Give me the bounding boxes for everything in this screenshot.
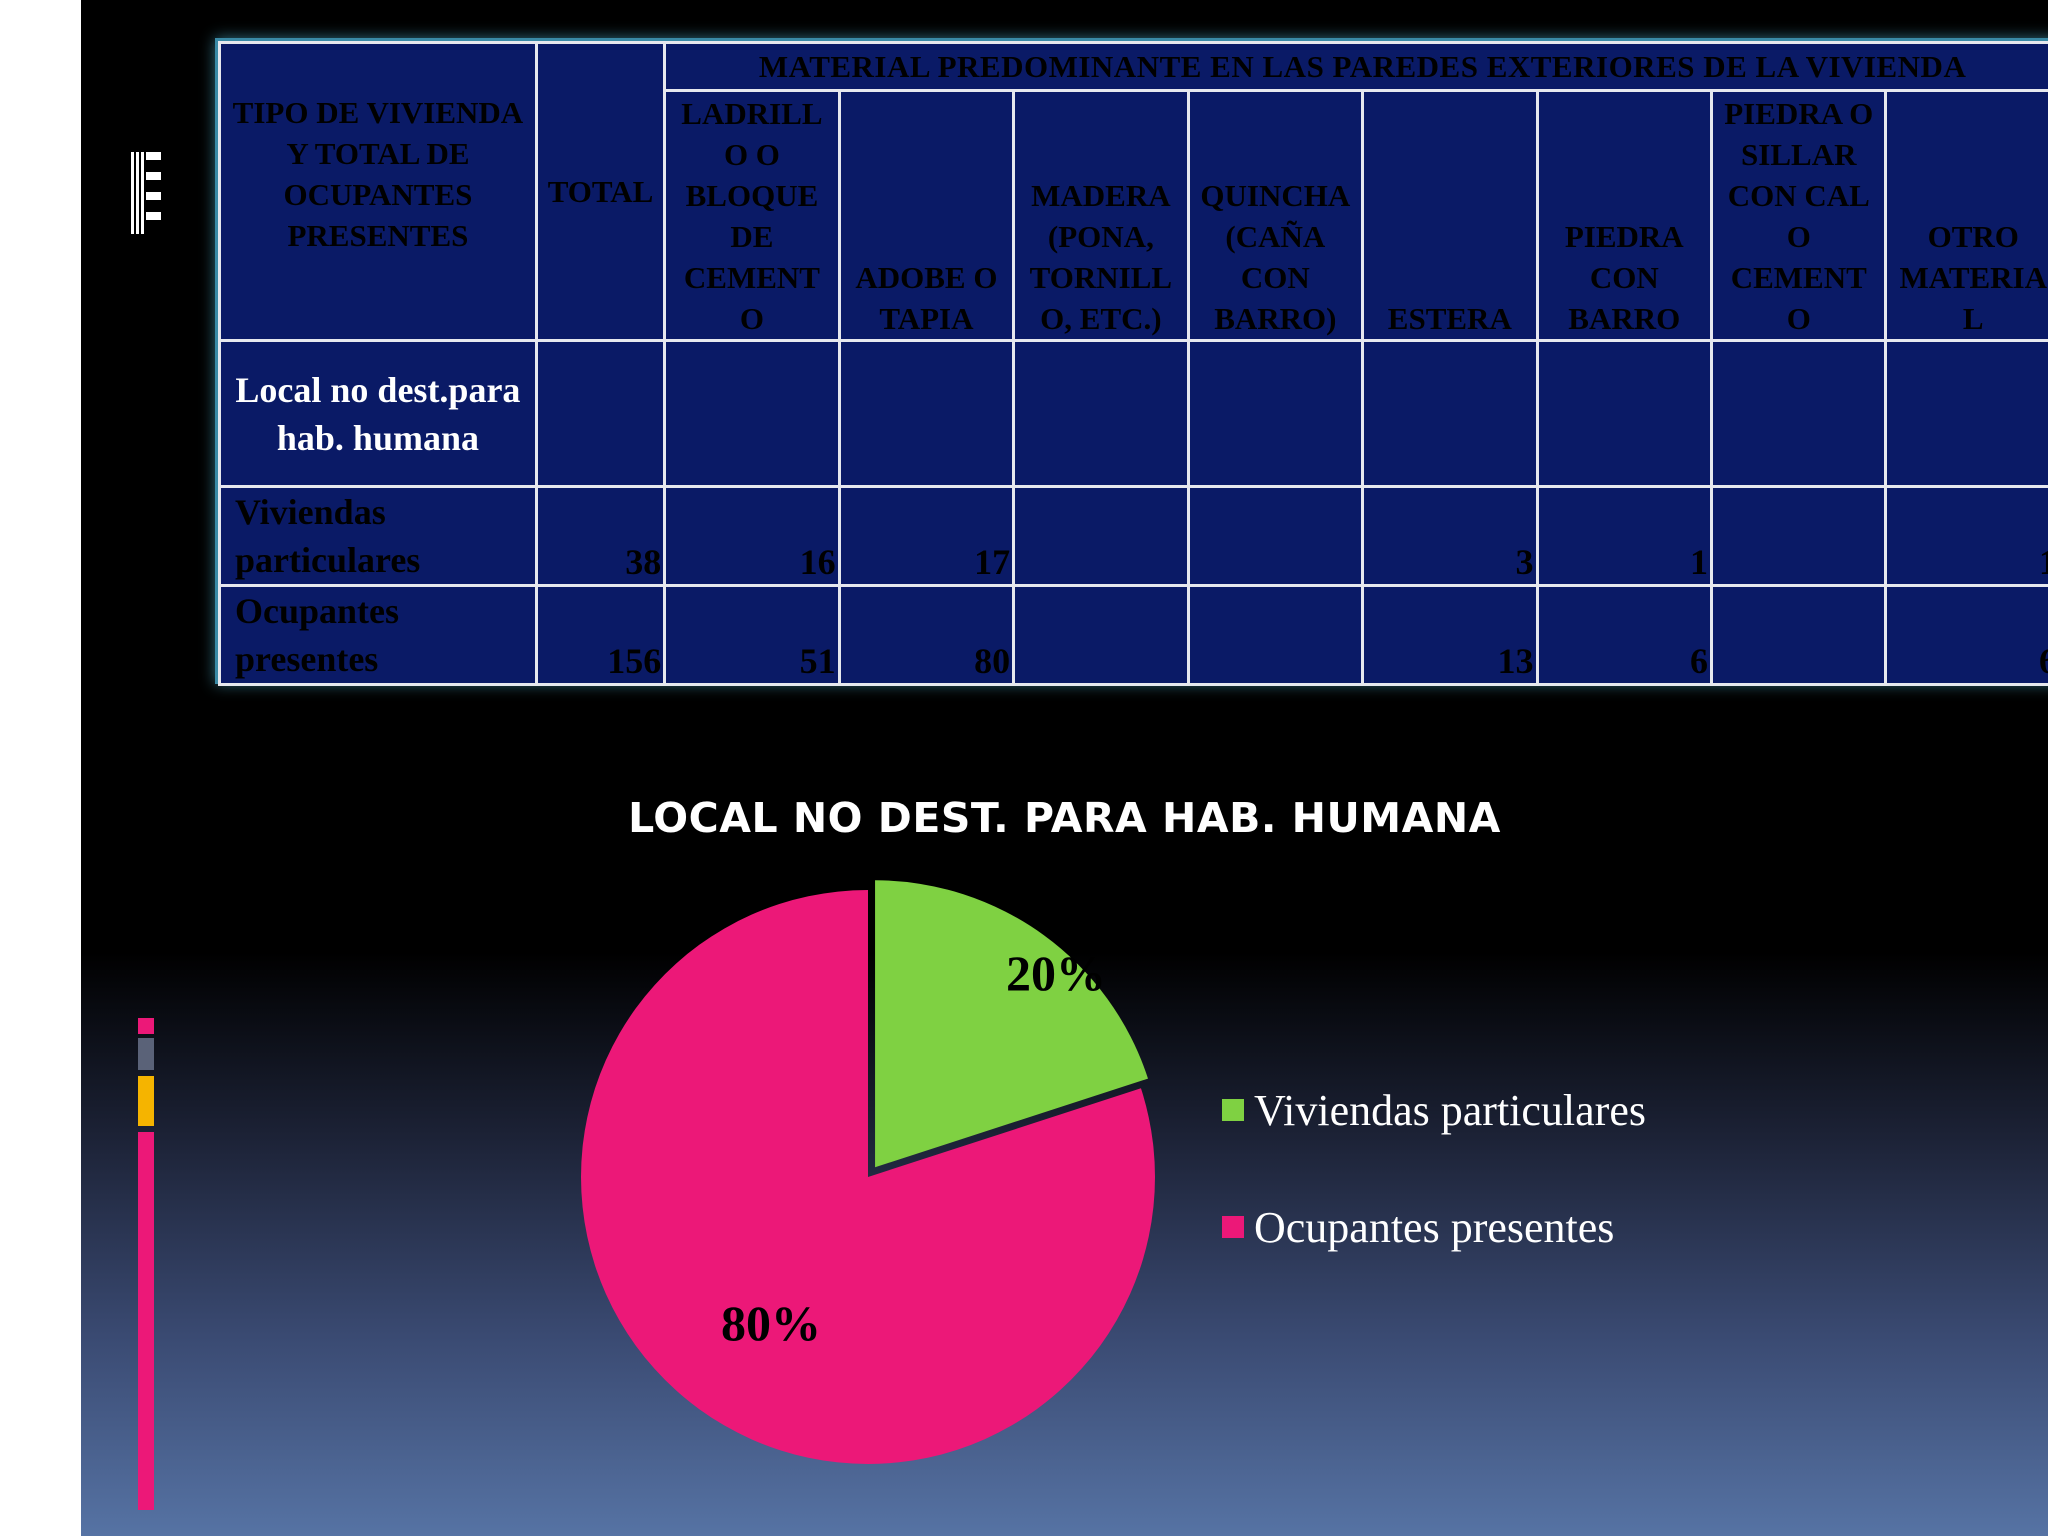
legend-item-ocupantes: Ocupantes presentes [1222,1202,1646,1252]
pie-label-ocupantes: 80% [721,1295,821,1351]
chart-legend: Viviendas particulares Ocupantes present… [1222,1085,1646,1319]
header-col-piedra-sillar: PIEDRA O SILLAR CON CAL O CEMENT O [1710,89,1888,342]
section-label: Local no dest.para hab. humana [218,339,538,488]
data-table: TIPO DE VIVIENDA Y TOTAL DE OCUPANTES PR… [218,41,2048,686]
legend-label-ocupantes: Ocupantes presentes [1254,1202,1615,1252]
deco-bar-yellow [138,1076,154,1126]
table-cell [1884,339,2048,488]
cell-viviendas-estera: 3 [1361,485,1539,587]
cell-viviendas-adobe: 17 [837,485,1016,587]
pie-slice-viviendas [875,880,1149,1168]
cell-viviendas-piedra-sillar [1710,485,1888,587]
table-row: Viviendas particulares 38 16 17 3 1 1 [218,485,2048,587]
table-cell [663,339,841,488]
row-label-viviendas: Viviendas particulares [218,485,538,587]
cell-viviendas-total: 38 [534,485,667,587]
pie-chart: 20% 80% [581,880,1155,1464]
header-tipo-vivienda: TIPO DE VIVIENDA Y TOTAL DE OCUPANTES PR… [218,41,538,342]
cell-ocupantes-quincha [1186,584,1365,686]
header-col-estera: ESTERA [1361,89,1539,342]
legend-swatch-ocupantes [1222,1216,1244,1238]
header-col-otro: OTRO MATERIA L [1884,89,2048,342]
header-material: MATERIAL PREDOMINANTE EN LAS PAREDES EXT… [663,41,2048,92]
table-row-section: Local no dest.para hab. humana [218,339,2048,488]
table-cell [1710,339,1888,488]
deco-bar-pink-long [138,1132,154,1510]
cell-viviendas-otro: 1 [1884,485,2048,587]
pie-label-viviendas: 20% [1006,945,1106,1001]
table-cell [837,339,1016,488]
cell-viviendas-madera [1012,485,1190,587]
cell-ocupantes-otro: 6 [1884,584,2048,686]
header-total: TOTAL [534,41,667,342]
header-col-piedra-barro: PIEDRA CON BARRO [1535,89,1714,342]
cell-ocupantes-adobe: 80 [837,584,1016,686]
cell-ocupantes-total: 156 [534,584,667,686]
deco-bar-gray [138,1038,154,1070]
data-table-container: TIPO DE VIVIENDA Y TOTAL DE OCUPANTES PR… [215,38,2048,686]
cell-ocupantes-piedra-barro: 6 [1535,584,1714,686]
cell-ocupantes-piedra-sillar [1710,584,1888,686]
legend-label-viviendas: Viviendas particulares [1254,1085,1646,1135]
chart-title: LOCAL NO DEST. PARA HAB. HUMANA [628,794,1501,842]
cell-ocupantes-estera: 13 [1361,584,1539,686]
legend-item-viviendas: Viviendas particulares [1222,1085,1646,1135]
table-row: Ocupantes presentes 156 51 80 13 6 6 [218,584,2048,686]
slide: TIPO DE VIVIENDA Y TOTAL DE OCUPANTES PR… [81,0,2048,1536]
header-col-quincha: QUINCHA (CAÑA CON BARRO) [1186,89,1365,342]
table-cell [1361,339,1539,488]
table-cell [534,339,667,488]
cell-ocupantes-madera [1012,584,1190,686]
header-col-adobe: ADOBE O TAPIA [837,89,1016,342]
cell-ocupantes-ladrillo: 51 [663,584,841,686]
table-cell [1535,339,1714,488]
pie-slice-ocupantes [581,890,1155,1464]
cell-viviendas-quincha [1186,485,1365,587]
deco-bar-pink-top [138,1018,154,1034]
row-label-ocupantes: Ocupantes presentes [218,584,538,686]
table-cell [1012,339,1190,488]
cell-viviendas-ladrillo: 16 [663,485,841,587]
legend-swatch-viviendas [1222,1099,1244,1121]
cell-viviendas-piedra-barro: 1 [1535,485,1714,587]
slide-deco-icon [129,150,163,236]
header-col-madera: MADERA (PONA, TORNILL O, ETC.) [1012,89,1190,342]
header-col-ladrillo: LADRILL O O BLOQUE DE CEMENT O [663,89,841,342]
table-cell [1186,339,1365,488]
